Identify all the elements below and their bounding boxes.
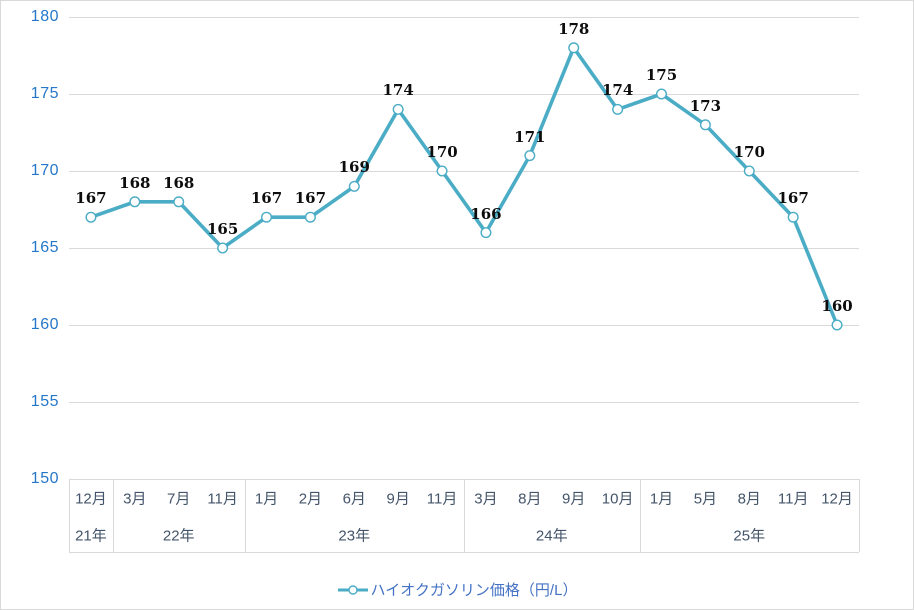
gridline (69, 248, 859, 249)
data-label: 178 (558, 19, 590, 38)
month-tick-label: 1月 (254, 490, 279, 508)
data-label: 167 (250, 189, 283, 208)
month-tick-label: 5月 (693, 490, 718, 508)
month-tick-label: 6月 (342, 490, 366, 508)
y-tick-label: 155 (30, 393, 59, 410)
year-group-label: 21年 (75, 527, 107, 545)
data-point-marker (568, 42, 580, 54)
data-point-marker (524, 150, 536, 162)
month-tick-label: 12月 (75, 490, 107, 508)
data-point-marker (656, 88, 668, 100)
month-tick-label: 11月 (777, 490, 809, 508)
y-tick-label: 170 (30, 162, 59, 179)
data-label: 160 (821, 297, 853, 315)
data-label: 169 (338, 158, 370, 177)
y-tick-label: 165 (30, 239, 59, 256)
gridline (69, 171, 859, 172)
data-label: 170 (426, 143, 458, 161)
month-tick-label: 8月 (737, 490, 761, 508)
data-label: 166 (470, 204, 502, 223)
month-tick-label: 7月 (167, 490, 191, 508)
data-point-marker (831, 319, 843, 331)
data-point-marker (480, 227, 492, 239)
y-tick-label: 160 (30, 316, 59, 333)
month-tick-label: 12月 (821, 490, 853, 508)
data-point-marker (743, 165, 755, 177)
month-tick-label: 9月 (562, 490, 586, 508)
gridline (69, 94, 859, 95)
price-line (90, 45, 839, 326)
year-group-divider (69, 479, 70, 552)
y-tick-label: 175 (30, 85, 59, 102)
data-point-marker (261, 211, 273, 223)
y-tick-label: 150 (30, 470, 59, 487)
data-point-marker (217, 242, 229, 254)
data-label: 167 (75, 189, 107, 208)
data-label: 171 (514, 127, 546, 146)
year-group-divider (112, 479, 114, 552)
year-group-label: 22年 (162, 527, 195, 545)
x-axis-bottom-border (69, 552, 859, 553)
data-label: 167 (294, 189, 327, 208)
y-tick-label: 180 (30, 8, 59, 25)
gridline (69, 17, 859, 18)
legend-label: ハイオクガソリン価格（円/L） (370, 582, 578, 599)
data-label: 168 (119, 173, 151, 192)
data-point-marker (699, 119, 711, 131)
year-group-label: 23年 (338, 527, 371, 545)
gridline (69, 402, 859, 403)
data-label: 170 (733, 143, 765, 161)
data-point-marker (787, 211, 799, 223)
data-label: 174 (601, 81, 634, 100)
month-tick-label: 2月 (298, 490, 323, 508)
data-label: 167 (777, 189, 809, 208)
month-tick-label: 11月 (207, 490, 238, 508)
month-tick-label: 1月 (649, 490, 674, 508)
year-group-label: 24年 (535, 527, 568, 545)
year-group-divider (244, 479, 246, 552)
month-tick-label: 11月 (426, 490, 458, 508)
data-point-marker (348, 180, 360, 192)
data-label: 165 (206, 220, 239, 238)
data-point-marker (85, 211, 97, 223)
year-group-divider (639, 479, 641, 552)
year-group-divider (464, 479, 465, 552)
month-tick-label: 10月 (601, 490, 634, 508)
data-point-marker (612, 103, 624, 115)
month-tick-label: 9月 (386, 490, 410, 508)
month-tick-label: 3月 (474, 490, 498, 508)
data-point-marker (436, 165, 448, 177)
data-label: 168 (163, 173, 195, 192)
data-label: 175 (645, 66, 678, 84)
data-label: 173 (689, 96, 722, 115)
year-group-label: 25年 (733, 527, 766, 545)
data-label: 174 (382, 81, 414, 100)
gridline (69, 325, 859, 326)
data-point-marker (129, 196, 141, 208)
month-tick-label: 3月 (123, 490, 147, 508)
line-with-open-circle-icon (337, 584, 368, 595)
legend: ハイオクガソリン価格（円/L） (1, 579, 913, 600)
data-point-marker (304, 211, 316, 223)
month-tick-label: 8月 (518, 490, 542, 508)
year-group-divider (859, 479, 860, 552)
data-point-marker (173, 196, 185, 208)
data-point-marker (392, 103, 404, 115)
